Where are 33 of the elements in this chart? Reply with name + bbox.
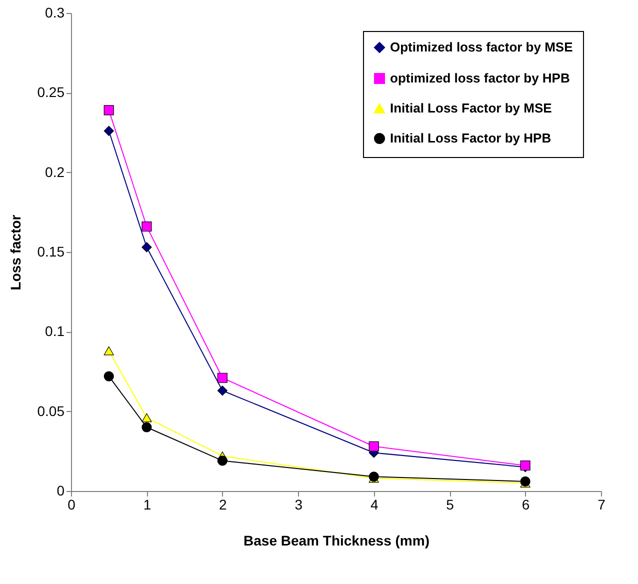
point <box>142 422 152 432</box>
y-axis-title: Loss factor <box>7 214 24 290</box>
x-tick-label: 4 <box>370 496 378 512</box>
y-tick-label: 0.05 <box>37 402 65 419</box>
x-tick-label: 5 <box>446 496 454 512</box>
point <box>142 242 152 252</box>
point <box>104 126 114 136</box>
point <box>217 386 228 396</box>
point <box>142 413 152 422</box>
x-tick-label: 2 <box>219 496 228 512</box>
y-tick-label: 0.2 <box>45 164 65 180</box>
y-tick-label: 0.15 <box>37 244 65 260</box>
y-tick-label: 0 <box>56 482 65 498</box>
point <box>368 441 379 452</box>
x-tick-label: 6 <box>522 496 530 512</box>
point <box>104 105 114 116</box>
x-tick-label: 7 <box>598 496 606 512</box>
x-tick-label: 3 <box>294 496 303 512</box>
point <box>104 371 114 382</box>
y-tick-label: 0.25 <box>37 84 65 100</box>
y-tick-label: 0.1 <box>45 323 65 340</box>
legend-label: Initial Loss Factor by MSE <box>390 100 552 116</box>
point <box>104 346 114 356</box>
legend-label: optimized loss factor by HPB <box>390 70 570 86</box>
point <box>142 221 152 232</box>
x-tick-label: 1 <box>143 496 152 512</box>
legend-label: Initial Loss Factor by HPB <box>390 130 552 146</box>
y-tick-label: 0.3 <box>45 4 65 20</box>
x-axis-title: Base Beam Thickness (mm) <box>244 532 430 548</box>
x-tick-label: 0 <box>68 496 76 512</box>
legend-label: Optimized loss factor by MSE <box>390 40 574 54</box>
point <box>217 372 228 383</box>
point <box>217 456 228 466</box>
